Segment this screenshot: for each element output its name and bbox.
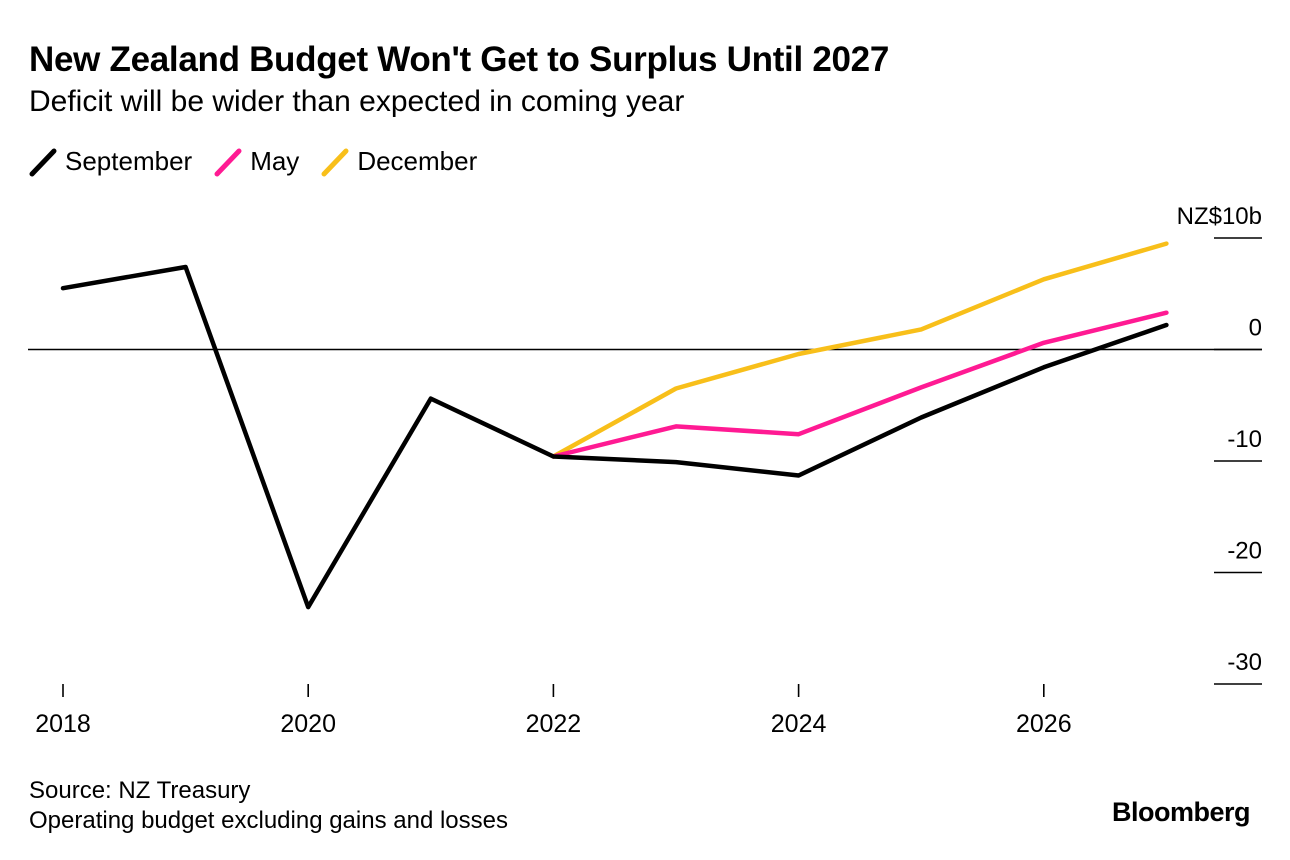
x-tick-label-3: 2024 [771,710,827,738]
series-line-december [551,241,1169,459]
y-tick-label-1: 0 [1249,315,1262,342]
y-tick-label-4: -30 [1227,649,1262,676]
x-tick-label-1: 2020 [280,710,336,738]
legend-item-may: May [214,145,299,177]
chart-title: New Zealand Budget Won't Get to Surplus … [29,40,889,79]
series-line-september [60,264,1169,610]
legend-item-december: December [321,145,477,177]
legend-label-may: May [250,145,300,176]
source-note: Source: NZ Treasury [29,777,251,804]
legend-swatch-may [214,148,242,177]
x-tick-label-2: 2022 [526,710,582,738]
chart-subtitle: Deficit will be wider than expected in c… [29,85,685,118]
y-tick-label-3: -20 [1227,538,1262,565]
bloomberg-logo: Bloomberg [1111,797,1251,827]
legend-label-december: December [357,145,478,176]
x-tick-label-0: 2018 [35,710,91,738]
legend: September May December [29,145,499,177]
legend-label-september: September [65,145,193,176]
footnote: Operating budget excluding gains and los… [29,807,508,834]
legend-swatch-september [29,148,57,177]
x-tick-label-4: 2026 [1016,710,1072,738]
series-line-may [551,310,1169,459]
legend-item-september: September [29,145,192,177]
y-tick-label-0: NZ$10b [1177,203,1262,230]
legend-swatch-december [321,148,349,177]
y-tick-label-2: -10 [1227,426,1262,453]
